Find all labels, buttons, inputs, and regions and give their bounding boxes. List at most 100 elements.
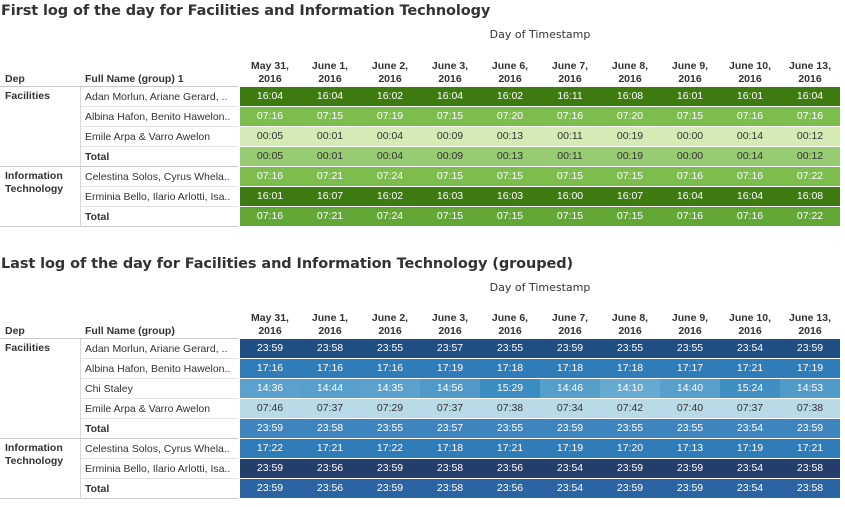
name-header: Full Name (group) 1 bbox=[85, 73, 184, 85]
chart-title: Last log of the day for Facilities and I… bbox=[1, 256, 574, 272]
value-cell: 17:20 bbox=[600, 439, 660, 458]
value-cell: 23:58 bbox=[420, 459, 480, 478]
value-cell: 00:01 bbox=[300, 147, 360, 166]
date-header: June 9, 2016 bbox=[671, 312, 709, 337]
row-divider bbox=[80, 358, 238, 359]
row-divider bbox=[80, 458, 238, 459]
value-cell: 16:04 bbox=[300, 87, 360, 106]
value-cell: 07:15 bbox=[600, 167, 660, 186]
date-header: June 6, 2016 bbox=[491, 60, 529, 85]
table-row: Emile Arpa & Varro Awelon 00:05 00:01 00:04… bbox=[0, 127, 845, 147]
value-cell: 00:13 bbox=[480, 147, 540, 166]
value-cell: 23:57 bbox=[420, 339, 480, 358]
value-cell: 17:19 bbox=[720, 439, 780, 458]
value-cell: 14:10 bbox=[600, 379, 660, 398]
value-cell: 23:59 bbox=[660, 459, 720, 478]
person-group-name: Adan Morlun, Ariane Gerard, .. bbox=[85, 91, 228, 103]
table-row: Albina Hafon, Benito Hawelon.. 07:16 07:15… bbox=[0, 107, 845, 127]
value-cell: 23:54 bbox=[720, 339, 780, 358]
total-row: Total 23:59 23:58 23:55 23:57 23:55 23:59 23:55… bbox=[0, 419, 845, 439]
date-header: June 8, 2016 bbox=[611, 60, 649, 85]
value-cell: 23:54 bbox=[540, 459, 600, 478]
table-row: Chi Staley 14:36 14:44 14:35 14:56 15:29 14:46… bbox=[0, 379, 845, 399]
person-group-name: Emile Arpa & Varro Awelon bbox=[85, 403, 211, 415]
value-cell: 23:55 bbox=[660, 419, 720, 438]
header-divider bbox=[0, 86, 238, 87]
row-divider bbox=[80, 186, 238, 187]
value-cell: 14:46 bbox=[540, 379, 600, 398]
person-group-name: Erminia Bello, Ilario Arlotti, Isa.. bbox=[85, 463, 231, 475]
value-cell: 07:37 bbox=[300, 399, 360, 418]
value-cell: 07:16 bbox=[540, 107, 600, 126]
value-cell: 23:55 bbox=[360, 339, 420, 358]
value-cell: 00:13 bbox=[480, 127, 540, 146]
value-cell: 17:19 bbox=[540, 439, 600, 458]
value-cell: 00:04 bbox=[360, 147, 420, 166]
value-cell: 17:18 bbox=[600, 359, 660, 378]
value-cell: 07:15 bbox=[540, 167, 600, 186]
value-cell: 07:15 bbox=[420, 107, 480, 126]
value-cell: 17:22 bbox=[360, 439, 420, 458]
value-cell: 07:20 bbox=[480, 107, 540, 126]
value-cell: 23:56 bbox=[480, 479, 540, 498]
value-cell: 07:16 bbox=[660, 167, 720, 186]
value-cell: 07:37 bbox=[420, 399, 480, 418]
column-divider bbox=[80, 339, 81, 499]
value-cell: 00:05 bbox=[240, 127, 300, 146]
value-cell: 00:11 bbox=[540, 127, 600, 146]
total-row: Total 23:59 23:56 23:59 23:58 23:56 23:54 23:59… bbox=[0, 479, 845, 499]
value-cell: 15:24 bbox=[720, 379, 780, 398]
value-cell: 07:16 bbox=[780, 107, 840, 126]
row-divider bbox=[80, 126, 238, 127]
value-cell: 07:24 bbox=[360, 167, 420, 186]
value-cell: 07:21 bbox=[300, 167, 360, 186]
value-cell: 07:42 bbox=[600, 399, 660, 418]
row-divider bbox=[80, 478, 238, 479]
value-cell: 07:16 bbox=[240, 107, 300, 126]
value-cell: 16:07 bbox=[600, 187, 660, 206]
column-group-label: Day of Timestamp bbox=[489, 281, 591, 294]
date-header: June 6, 2016 bbox=[491, 312, 529, 337]
value-cell: 07:20 bbox=[600, 107, 660, 126]
value-cell: 00:01 bbox=[300, 127, 360, 146]
value-cell: 15:29 bbox=[480, 379, 540, 398]
value-cell: 07:15 bbox=[420, 167, 480, 186]
value-cell: 17:19 bbox=[780, 359, 840, 378]
date-header: June 1, 2016 bbox=[311, 60, 349, 85]
person-group-name: Albina Hafon, Benito Hawelon.. bbox=[85, 363, 231, 375]
value-cell: 07:16 bbox=[660, 207, 720, 226]
value-cell: 16:04 bbox=[240, 87, 300, 106]
value-cell: 23:54 bbox=[720, 479, 780, 498]
value-cell: 16:08 bbox=[600, 87, 660, 106]
value-cell: 00:09 bbox=[420, 127, 480, 146]
value-cell: 17:21 bbox=[780, 439, 840, 458]
date-header: June 2, 2016 bbox=[371, 60, 409, 85]
value-cell: 16:01 bbox=[720, 87, 780, 106]
dep-label: Information Technology bbox=[5, 170, 64, 195]
value-cell: 23:59 bbox=[600, 459, 660, 478]
value-cell: 17:22 bbox=[240, 439, 300, 458]
value-cell: 17:13 bbox=[660, 439, 720, 458]
table-row: Celestina Solos, Cyrus Whela.. 07:16 07:21… bbox=[0, 167, 845, 187]
date-header: June 9, 2016 bbox=[671, 60, 709, 85]
value-cell: 00:09 bbox=[420, 147, 480, 166]
value-cell: 14:44 bbox=[300, 379, 360, 398]
value-cell: 07:19 bbox=[360, 107, 420, 126]
person-group-name: Celestina Solos, Cyrus Whela.. bbox=[85, 171, 230, 183]
value-cell: 23:59 bbox=[540, 339, 600, 358]
date-header: May 31, 2016 bbox=[251, 60, 289, 85]
name-header: Full Name (group) bbox=[85, 325, 175, 337]
value-cell: 23:59 bbox=[780, 419, 840, 438]
value-cell: 07:15 bbox=[300, 107, 360, 126]
value-cell: 23:54 bbox=[720, 419, 780, 438]
value-cell: 16:02 bbox=[360, 87, 420, 106]
row-divider bbox=[80, 398, 238, 399]
dep-header: Dep bbox=[5, 325, 25, 337]
value-cell: 07:21 bbox=[300, 207, 360, 226]
value-cell: 23:59 bbox=[240, 419, 300, 438]
table-row: Emile Arpa & Varro Awelon 07:46 07:37 07:29… bbox=[0, 399, 845, 419]
dep-label: Facilities bbox=[5, 342, 50, 354]
date-headers: May 31, 2016 June 1, 2016 June 2, 2016 June 3,… bbox=[240, 312, 840, 340]
value-cell: 07:24 bbox=[360, 207, 420, 226]
dep-label: Facilities bbox=[5, 90, 50, 102]
